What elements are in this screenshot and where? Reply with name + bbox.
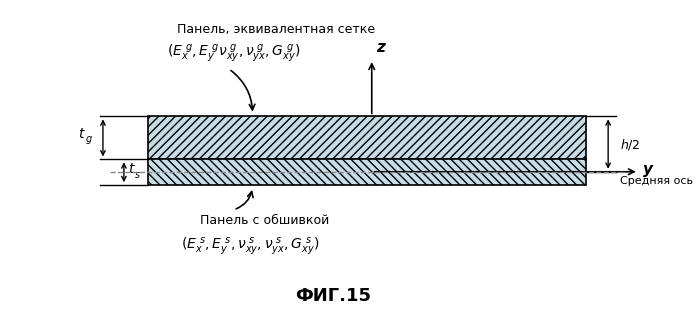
Bar <box>148 117 586 159</box>
Text: Средняя ось: Средняя ось <box>620 176 692 186</box>
Bar <box>148 117 586 159</box>
Text: $(E_x^{\ g},E_y^{\ g}\nu_{xy}^{\ g},\nu_{yx}^{\ g},G_{xy}^{\ g})$: $(E_x^{\ g},E_y^{\ g}\nu_{xy}^{\ g},\nu_… <box>167 42 300 64</box>
Text: $t$: $t$ <box>127 162 136 176</box>
Text: ФИГ.15: ФИГ.15 <box>295 287 372 305</box>
Text: Панель с обшивкой: Панель с обшивкой <box>200 214 330 227</box>
Text: $(E_x^{\ s},E_y^{\ s},\nu_{xy}^{\ s},\nu_{yx}^{\ s},G_{xy}^{\ s})$: $(E_x^{\ s},E_y^{\ s},\nu_{xy}^{\ s},\nu… <box>181 235 320 257</box>
Text: y: y <box>643 162 653 177</box>
Text: $t$: $t$ <box>78 127 86 141</box>
Text: $h/2$: $h/2$ <box>620 137 640 152</box>
Bar <box>148 159 586 185</box>
Text: $g$: $g$ <box>85 134 92 146</box>
Bar <box>148 159 586 185</box>
Text: $s$: $s$ <box>134 170 141 180</box>
Text: Панель, эквивалентная сетке: Панель, эквивалентная сетке <box>177 23 375 36</box>
Text: z: z <box>377 39 386 54</box>
